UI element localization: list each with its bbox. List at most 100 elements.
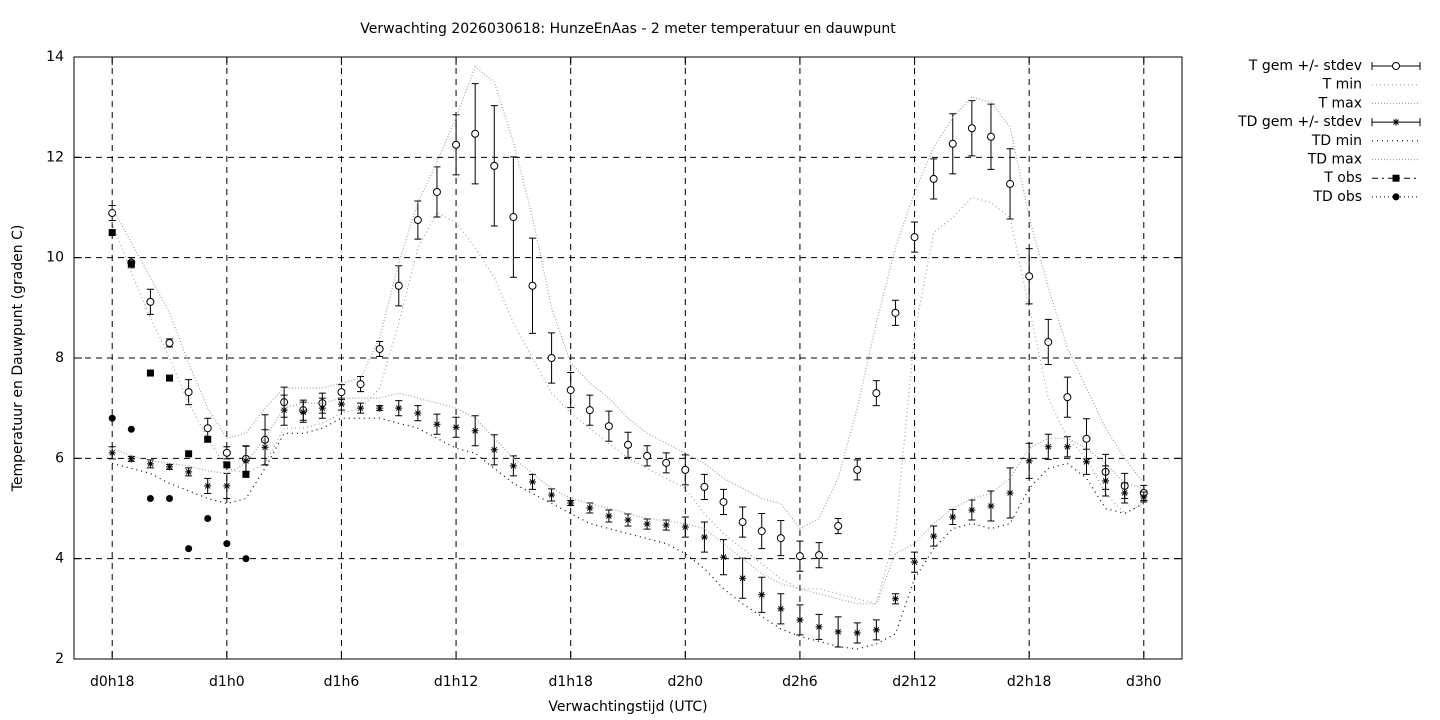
marker [1025, 272, 1034, 281]
marker [891, 595, 899, 603]
marker [394, 281, 403, 290]
marker [776, 534, 785, 543]
y-tick-label: 8 [55, 350, 64, 366]
marker [242, 457, 250, 465]
marker [853, 465, 862, 474]
marker [452, 423, 460, 431]
marker [471, 129, 480, 138]
marker [127, 260, 135, 268]
chart-title: Verwachting 2026030618: HunzeEnAas - 2 m… [360, 21, 896, 37]
marker [452, 140, 461, 149]
marker [1392, 118, 1400, 126]
marker [223, 540, 231, 548]
marker [433, 420, 441, 428]
marker [490, 161, 499, 170]
legend-label: TD obs [1312, 189, 1362, 205]
marker [184, 388, 193, 397]
marker [911, 558, 919, 566]
marker [585, 406, 594, 415]
marker [624, 516, 632, 524]
marker [1392, 174, 1400, 182]
legend-label: T min [1322, 77, 1362, 93]
x-tick-label: d2h0 [668, 674, 704, 690]
marker [758, 591, 766, 599]
marker [376, 404, 384, 412]
marker [261, 443, 269, 451]
marker [547, 354, 556, 362]
marker [1044, 443, 1052, 451]
marker [165, 338, 174, 347]
marker [566, 386, 575, 395]
marker [681, 523, 689, 531]
marker [242, 470, 250, 478]
marker [815, 623, 823, 631]
marker [108, 229, 116, 237]
marker [1392, 193, 1400, 201]
marker [1140, 493, 1148, 501]
marker [166, 463, 174, 471]
y-axis-label: Temperatuur en Dauwpunt (graden C) [10, 225, 26, 493]
marker [509, 462, 517, 470]
marker [490, 446, 498, 454]
marker [146, 460, 154, 468]
marker [949, 513, 957, 521]
marker [127, 455, 135, 463]
marker [185, 468, 193, 476]
marker [795, 552, 804, 561]
marker [700, 533, 708, 541]
x-tick-label: d1h0 [209, 674, 245, 690]
x-tick-label: d2h18 [1007, 674, 1051, 690]
marker [605, 512, 613, 520]
marker [662, 458, 671, 467]
marker [185, 545, 193, 553]
marker [777, 605, 785, 613]
marker [910, 233, 919, 242]
marker [662, 521, 670, 529]
marker [1392, 62, 1400, 70]
marker [796, 616, 804, 624]
marker [528, 478, 536, 486]
marker [1063, 393, 1072, 402]
marker [834, 628, 842, 636]
marker [604, 422, 613, 431]
marker [872, 626, 880, 634]
marker [643, 520, 651, 528]
series-line [111, 66, 1145, 530]
marker [337, 388, 346, 397]
marker [719, 497, 728, 506]
marker [700, 482, 709, 491]
marker [738, 518, 747, 527]
marker [280, 406, 288, 414]
y-tick-label: 10 [46, 250, 64, 266]
legend-label: T max [1317, 95, 1362, 111]
marker [891, 308, 900, 317]
legend-label: TD gem +/- stdev [1237, 114, 1362, 130]
marker [222, 448, 231, 457]
marker [872, 389, 881, 398]
y-tick-label: 4 [55, 551, 64, 567]
y-tick-label: 14 [46, 49, 64, 65]
marker [987, 502, 995, 510]
marker [356, 380, 365, 389]
marker [337, 400, 345, 408]
marker [948, 139, 957, 148]
marker [757, 527, 766, 536]
marker [1063, 443, 1071, 451]
marker [739, 574, 747, 582]
y-tick-label: 6 [55, 450, 64, 466]
marker [414, 409, 422, 417]
marker [834, 522, 843, 531]
x-tick-label: d1h18 [548, 674, 592, 690]
x-tick-label: d3h0 [1126, 674, 1162, 690]
marker [146, 369, 154, 377]
marker [204, 435, 212, 443]
marker [929, 174, 938, 183]
x-axis-label: Verwachtingstijd (UTC) [548, 699, 707, 715]
plot-frame [73, 56, 1183, 660]
x-tick-label: d2h6 [782, 674, 818, 690]
marker [146, 494, 154, 502]
marker [930, 532, 938, 540]
marker [681, 465, 690, 474]
marker [968, 506, 976, 514]
